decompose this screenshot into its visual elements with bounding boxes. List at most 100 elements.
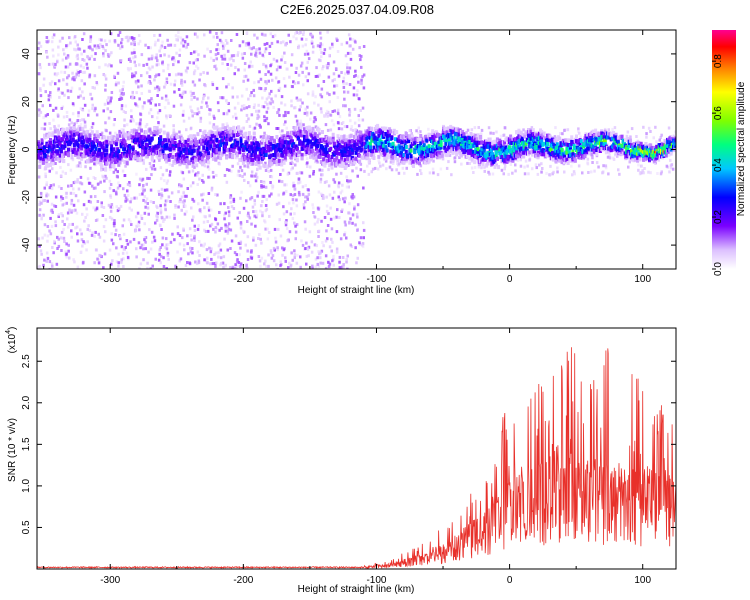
spectrogram-noise-cell (106, 64, 110, 68)
spectrogram-noise-cell (270, 256, 274, 260)
spectrogram-cell (161, 149, 165, 154)
spectrogram-noise-cell (233, 106, 237, 110)
spectrogram-noise-cell (120, 91, 124, 95)
spectrogram-cell (131, 147, 135, 152)
spectrogram-noise-cell (349, 243, 352, 247)
spectrogram-noise-cell (212, 58, 215, 62)
spectrogram-noise-cell (79, 64, 83, 68)
spectrogram-noise-cell (115, 192, 118, 196)
spectrogram-noise-cell (156, 59, 159, 63)
spectrogram-noise-cell (213, 65, 216, 69)
spectrogram-noise-cell (158, 158, 161, 162)
spectrogram-noise-cell (355, 261, 358, 265)
spectrogram-noise-cell (96, 200, 100, 203)
spectrogram-noise-cell (335, 247, 339, 251)
spectrogram-noise-cell (595, 161, 599, 165)
spectrogram-noise-cell (351, 213, 355, 217)
spectrogram-cell (207, 155, 211, 160)
spectrogram-noise-cell (124, 246, 127, 249)
spectrogram-noise-cell (208, 246, 211, 250)
spectrogram-cell (297, 131, 300, 136)
spectrogram-noise-cell (102, 73, 105, 76)
spectrogram-noise-cell (119, 237, 122, 241)
spectrogram-cell (50, 155, 54, 160)
spectrogram-cell (306, 138, 310, 143)
spectrogram-noise-cell (114, 228, 118, 232)
spectrogram-noise-cell (197, 261, 201, 265)
spectrogram-noise-cell (65, 242, 68, 246)
spectrogram-noise-cell (241, 175, 244, 178)
spectrogram-cell (156, 155, 160, 160)
spectrogram-cell (247, 149, 251, 154)
spectrogram-noise-cell (149, 81, 152, 85)
spectrogram-cell (402, 153, 406, 158)
spectrogram-noise-cell (60, 230, 64, 234)
spectrogram-noise-cell (305, 37, 308, 41)
spectrogram-noise-cell (293, 81, 297, 85)
spectrogram-noise-cell (263, 88, 267, 92)
spectrogram-noise-cell (285, 219, 288, 223)
spectrogram-noise-cell (347, 33, 351, 37)
spectrogram-cell (53, 153, 57, 158)
spectrogram-noise-cell (306, 105, 309, 109)
spectrogram-noise-cell (285, 183, 288, 187)
spectrogram-noise-cell (160, 96, 164, 100)
spectrogram-noise-cell (176, 225, 179, 229)
spectrogram-noise-cell (120, 131, 124, 135)
spectrogram-noise-cell (89, 35, 93, 39)
spectrogram-cell (113, 156, 117, 161)
spectrogram-noise-cell (51, 167, 54, 171)
spectrogram-noise-cell (142, 189, 145, 193)
spectrogram-cell (255, 162, 259, 166)
spectrogram-cell (362, 147, 366, 152)
spectrogram-noise-cell (83, 120, 87, 124)
spectrogram-noise-cell (154, 40, 157, 44)
spectrogram-noise-cell (237, 101, 240, 105)
spectrogram-noise-cell (323, 180, 327, 184)
spectrogram-noise-cell (353, 207, 356, 211)
spectrogram-noise-cell (333, 109, 336, 113)
spectrogram-noise-cell (40, 201, 43, 205)
spectrogram-noise-cell (216, 222, 220, 226)
spectrogram-cell (370, 152, 374, 157)
spectrogram-noise-cell (245, 120, 249, 123)
spectrogram-noise-cell (297, 73, 301, 77)
spectrogram-cell (150, 136, 154, 141)
spectrogram-noise-cell (142, 198, 145, 202)
spectrogram-noise-cell (122, 247, 125, 251)
spectrogram-noise-cell (82, 32, 86, 36)
spectrogram-noise-cell (117, 207, 121, 210)
spectrogram-noise-cell (143, 195, 147, 198)
spectrogram-noise-cell (74, 194, 78, 198)
spectrogram-noise-cell (145, 123, 149, 126)
spectrogram-noise-cell (158, 109, 162, 113)
spectrogram-noise-cell (201, 173, 204, 177)
spectrogram-noise-cell (261, 53, 264, 57)
spectrogram-noise-cell (129, 59, 132, 63)
spectrogram-cell (267, 148, 270, 152)
spectrogram-noise-cell (135, 196, 138, 200)
spectrogram-cell (124, 143, 128, 148)
spectrogram-noise-cell (81, 244, 84, 248)
spectrogram-noise-cell (45, 259, 48, 263)
spectrogram-noise-cell (553, 135, 557, 139)
spectrogram-noise-cell (165, 181, 169, 185)
spectrogram-cell (252, 131, 256, 136)
spectrogram-cell (201, 156, 205, 161)
spectrogram-cell (426, 151, 430, 156)
spectrogram-noise-cell (274, 236, 277, 240)
spectrogram-noise-cell (305, 254, 309, 258)
spectrogram-cell (382, 147, 386, 152)
spectrogram-noise-cell (373, 152, 376, 156)
spectrogram-noise-cell (89, 195, 93, 199)
spectrogram-noise-cell (317, 84, 320, 88)
spectrogram-noise-cell (82, 118, 86, 122)
spectrogram-noise-cell (319, 36, 323, 40)
spectrogram-noise-cell (268, 92, 271, 96)
spectrogram-noise-cell (340, 189, 344, 193)
spectrogram-noise-cell (144, 205, 147, 209)
spectrogram-cell (223, 145, 227, 150)
spectrogram-cell (156, 144, 160, 149)
spectrogram-cell (322, 152, 326, 157)
spectrogram-cell (159, 138, 163, 143)
